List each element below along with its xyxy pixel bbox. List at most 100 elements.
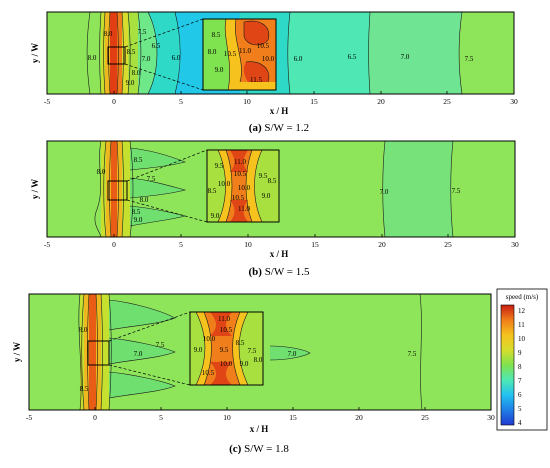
panel-a-caption: (a) S/W = 1.2: [249, 122, 309, 134]
panel-a-inset-label: 8.5: [212, 31, 221, 39]
panel-b-inset-label: 11.0: [238, 205, 250, 213]
panel-c-inset-label: 7.5: [248, 347, 257, 355]
panel-b-inset: [206, 149, 280, 223]
panel-c-ylabel: y / W: [12, 342, 22, 362]
panel-b-tick: 15: [311, 240, 319, 249]
panel-a-tick: 5: [179, 97, 183, 106]
colorbar-tick: 11: [518, 321, 525, 329]
panel-c-inset: [189, 311, 264, 386]
panel-a-inset: [202, 18, 277, 91]
panel-a-contour-label: 8.0: [88, 54, 97, 62]
panel-c-tick: 15: [289, 413, 297, 422]
panel-a-inset-label: 11.5: [250, 76, 262, 84]
panel-a-contour-label: 6.5: [348, 53, 357, 61]
panel-c-caption: (c) S/W = 1.8: [229, 443, 289, 455]
panel-c-contour-label: 8.5: [80, 385, 89, 393]
panel-c-inset-label: 8.0: [254, 356, 263, 364]
panel-a-inset-label: 11.0: [239, 47, 251, 55]
panel-b-frame: [46, 140, 516, 238]
panel-b-tick: -5: [44, 240, 50, 249]
panel-a-ylabel: y / W: [30, 43, 40, 63]
panel-b-contour-label: 7.5: [452, 187, 461, 195]
panel-a-contour-label: 7.0: [401, 53, 410, 61]
panel-a-inset-label: 9.0: [215, 66, 224, 74]
panel-b-inset-label: 10.0: [218, 180, 231, 188]
panel-b: -5 0 5 10 15 20 25 30 x / H y / W (b) S/…: [30, 140, 519, 278]
panel-b-inset-label: 9.5: [259, 172, 268, 180]
panel-c-inset-label: 9.5: [220, 346, 229, 354]
panel-c-tick: 25: [421, 413, 429, 422]
panel-c-contour-label: 7.0: [134, 350, 143, 358]
panel-c-inset-label: 9.0: [194, 346, 203, 354]
panel-a-contour-label: 8.0: [132, 69, 141, 77]
panel-a-contour-label: 8.5: [127, 48, 136, 56]
panel-a-contour-label: 7.5: [465, 55, 474, 63]
colorbar-tick: 7: [518, 377, 522, 385]
panel-c-inset-label: 10.5: [220, 326, 233, 334]
colorbar-title: speed (m/s): [506, 293, 539, 301]
panel-a-inset-label: 8.0: [208, 48, 217, 56]
panel-c-inset-label: 8.5: [236, 339, 245, 347]
panel-c-tick: -5: [26, 413, 32, 422]
panel-b-contour-label: 7.5: [147, 175, 156, 183]
panel-b-tick: 20: [378, 240, 386, 249]
colorbar-tick: 8: [518, 363, 522, 371]
panel-a-frame: [46, 11, 515, 95]
panel-a-inset-label: 10.5: [257, 42, 270, 50]
panel-a-contour-label: 9.0: [126, 79, 135, 87]
panel-c-contour-label: 7.0: [288, 350, 297, 358]
panel-c-xlabel: x / H: [250, 424, 269, 434]
panel-b-tick: 10: [244, 240, 252, 249]
panel-b-contour-label: 8.5: [132, 208, 141, 216]
panel-b-contour-label: 8.5: [134, 156, 143, 164]
colorbar-tick: 4: [518, 419, 522, 427]
panel-a-tick: 25: [443, 97, 451, 106]
panel-a-xlabel: x / H: [270, 106, 289, 116]
panel-a-contour-label: 6.0: [294, 55, 303, 63]
panel-b-xlabel: x / H: [270, 249, 289, 259]
panel-c-contour-label: 7.5: [408, 350, 417, 358]
panel-c-inset-label: 10.0: [203, 335, 216, 343]
panel-c-inset-label: 11.0: [218, 315, 230, 323]
panel-a-tick: 10: [243, 97, 251, 106]
colorbar-tick: 10: [518, 335, 526, 343]
panel-c-inset-label: 9.0: [240, 360, 249, 368]
panel-c-tick: 10: [223, 413, 231, 422]
panel-b-inset-label: 9.5: [215, 162, 224, 170]
panel-c: -5 0 5 10 15 20 25 30 x / H y / W (c) S/…: [12, 293, 495, 455]
panel-b-contour-label: 9.0: [134, 216, 143, 224]
panel-a-contour-label: 6.0: [172, 54, 181, 62]
panel-c-contour-label: 7.5: [156, 341, 165, 349]
panel-a-tick: 15: [310, 97, 318, 106]
panel-b-tick: 5: [179, 240, 183, 249]
panel-c-tick: 20: [355, 413, 363, 422]
colorbar-ramp: [500, 304, 515, 426]
panel-b-ylabel: y / W: [30, 179, 40, 199]
panel-b-caption: (b) S/W = 1.5: [248, 266, 310, 278]
panel-a-contour-label: 7.0: [142, 55, 151, 63]
colorbar: speed (m/s) 12 11 10 9 8 7 6 5 4: [496, 288, 548, 431]
panel-a-zoom-box: [107, 46, 126, 65]
panel-c-tick: 30: [487, 413, 495, 422]
panel-b-inset-label: 10.5: [232, 194, 245, 202]
panel-b-tick: 0: [112, 240, 116, 249]
panel-a: -5 0 5 10 15 20 25 30 x / H y / W (a) S/…: [30, 11, 518, 134]
panel-b-inset-label: 10.0: [238, 184, 251, 192]
colorbar-tick: 12: [518, 307, 526, 315]
panel-c-inset-label: 10.5: [202, 369, 215, 377]
panel-b-inset-label: 8.5: [268, 177, 277, 185]
panel-a-tick: 20: [377, 97, 385, 106]
panel-a-contour-label: 8.0: [104, 30, 113, 38]
panel-b-inset-label: 10.5: [234, 170, 247, 178]
panel-c-frame: [28, 293, 492, 411]
panel-b-inset-label: 9.0: [211, 212, 220, 220]
panel-a-contour-label: 6.5: [152, 42, 161, 50]
panel-c-tick: 0: [93, 413, 97, 422]
colorbar-tick: 9: [518, 349, 522, 357]
panel-c-contour-label: 8.0: [79, 326, 88, 334]
panel-b-inset-label: 11.0: [234, 158, 246, 166]
colorbar-tick: 6: [518, 391, 522, 399]
panel-b-contour-label: 8.0: [97, 168, 106, 176]
panel-b-inset-label: 9.0: [262, 192, 271, 200]
